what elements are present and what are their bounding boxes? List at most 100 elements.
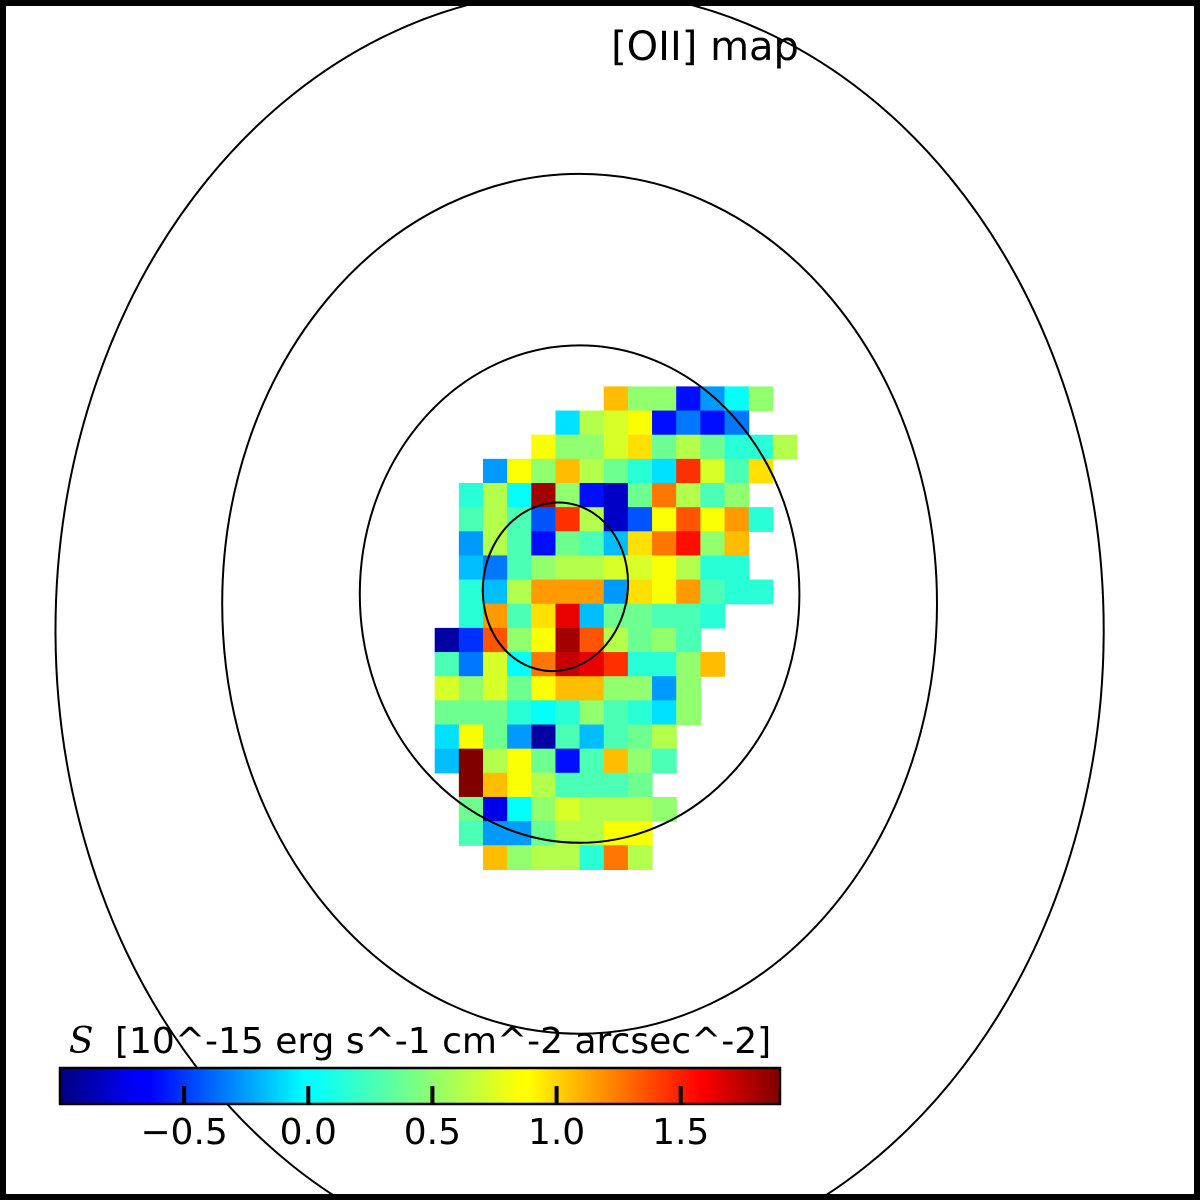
heatmap-cell [507,724,532,750]
heatmap-cell [531,724,557,750]
heatmap-cell [458,507,484,532]
heatmap-cell [724,507,750,532]
heatmap-cell [676,603,701,629]
heatmap-cell [627,700,653,726]
heatmap-cell [555,796,581,822]
heatmap-cell [748,434,774,460]
heatmap-cell [724,483,750,508]
heatmap-cell [483,700,508,726]
heatmap-cell [531,603,557,629]
heatmap-cell [627,458,653,484]
heatmap-cell [652,652,677,677]
heatmap-cell [555,700,581,726]
colorbar: S [10^-15 erg s^-1 cm^-2 arcsec^-2] −0.5… [58,1021,782,1153]
heatmap-cell [748,579,774,605]
heatmap-cell [652,434,677,460]
heatmap-cell [700,603,726,629]
heatmap-cell [724,531,750,557]
heatmap-cell [627,531,653,557]
contour-lines [54,6,1105,1194]
heatmap-cell [458,483,484,508]
heatmap-cell [483,603,508,629]
heatmap-cell [603,458,629,484]
heatmap-cell [603,676,629,701]
heatmap-cell [579,724,605,750]
heatmap-cell [603,748,629,774]
heatmap-cell [579,531,605,557]
heatmap-cell [555,434,581,460]
heatmap-cell [483,483,508,508]
heatmap-cell [579,434,605,460]
heatmap-cell [603,483,629,508]
heatmap-cell [652,507,677,532]
heatmap-cell [579,748,605,774]
heatmap-cell [531,507,557,532]
heatmap-cell [555,652,581,677]
heatmap-cell [531,676,557,701]
heatmap-cell [555,555,581,581]
heatmap-cell [603,652,629,677]
heatmap-cell [603,531,629,557]
heatmap-cell [652,627,677,653]
heatmap-cell [700,434,726,460]
heatmap-cell [483,821,508,846]
heatmap-cell [507,458,532,484]
heatmap-cell [627,748,653,774]
heatmap-cell [483,724,508,750]
heatmap-cell [652,410,677,436]
heatmap-cell [434,748,460,774]
heatmap-cell [603,700,629,726]
heatmap-cell [555,458,581,484]
heatmap-cell [555,507,581,532]
heatmap-cell [652,796,677,822]
heatmap-cell [579,796,605,822]
colorbar-tick-label: 0.5 [404,1112,461,1153]
heatmap-cell [700,652,726,677]
heatmap-cell [483,796,508,822]
heatmap-cell [434,700,460,726]
heatmap-cell [483,676,508,701]
colorbar-tick-label: −0.5 [140,1112,227,1153]
heatmap-cell [483,507,508,532]
heatmap-cell [627,579,653,605]
heatmap-cell [579,579,605,605]
heatmap-cell [603,434,629,460]
heatmap-cell [652,579,677,605]
colorbar-label-unit: [10^-15 erg s^-1 cm^-2 arcsec^-2] [115,1021,771,1062]
heatmap-cell [458,821,484,846]
heatmap-cell [627,845,653,870]
heatmap-cell [676,531,701,557]
heatmap-cell [627,652,653,677]
heatmap-cell [531,555,557,581]
heatmap-cell [458,627,484,653]
heatmap-cell [724,555,750,581]
heatmap-cell [434,627,460,653]
heatmap-cell [555,724,581,750]
heatmap-cell [579,555,605,581]
heatmap-cell [627,434,653,460]
heatmap-cell [772,434,798,460]
heatmap-cell [507,531,532,557]
contour-line [221,172,938,1035]
heatmap-cell [458,796,484,822]
heatmap-cell [531,627,557,653]
heatmap-cell [507,772,532,798]
heatmap-cell [531,796,557,822]
heatmap-cell [434,676,460,701]
heatmap-cell [531,821,557,846]
heatmap-cell [627,410,653,436]
heatmap-cell [652,724,677,750]
heatmap-cell [434,652,460,677]
colorbar-label-symbol: S [69,1021,94,1062]
heatmap-cell [555,603,581,629]
heatmap-cell [555,748,581,774]
heatmap-cell [507,483,532,508]
heatmap-cell [507,748,532,774]
heatmap-cell [676,386,701,412]
heatmap-cell [579,627,605,653]
heatmap-cell [676,483,701,508]
heatmap-cell [627,796,653,822]
heatmap-cell [531,748,557,774]
heatmap-cell [555,845,581,870]
colorbar-tick-label: 1.0 [528,1112,585,1153]
